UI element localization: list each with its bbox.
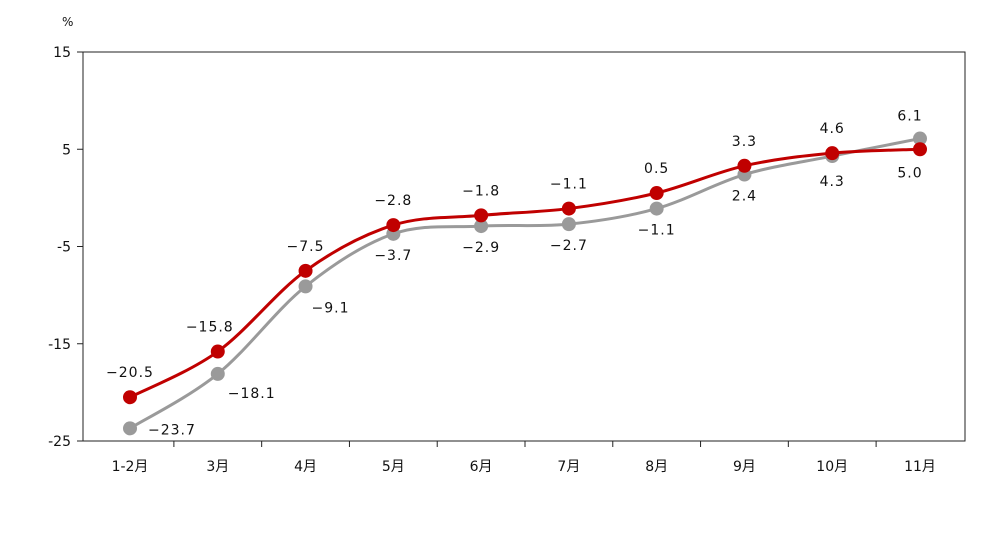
series-2-point xyxy=(123,421,137,436)
x-tick-label: 7月 xyxy=(557,459,580,475)
series-2-data-label: 4.3 xyxy=(820,174,845,190)
series-1-point xyxy=(386,218,401,233)
series-1-data-label: −2.8 xyxy=(374,193,412,209)
series-2-data-label: −9.1 xyxy=(312,300,350,316)
series-layer: −20.5 −23.7 −15.8 −18.1 −7.5 −9.1 −2.8 −3.7 −1.8… xyxy=(106,109,927,438)
series-2-data-label: −2.9 xyxy=(462,240,500,256)
series-1-point xyxy=(649,186,664,201)
series-1-data-label: 4.6 xyxy=(820,121,845,137)
series-1-point xyxy=(298,263,313,278)
series-2-point xyxy=(649,201,664,216)
x-tick-label: 8月 xyxy=(645,459,668,475)
x-tick-label: 4月 xyxy=(294,459,317,475)
series-1-data-label: 0.5 xyxy=(644,161,669,177)
series-2-data-label: −23.7 xyxy=(148,422,196,438)
series-1-data-label: 3.3 xyxy=(732,134,757,150)
x-tick-label: 9月 xyxy=(733,459,756,475)
series-2-data-label: −1.1 xyxy=(638,223,676,239)
series-2-point xyxy=(474,219,489,234)
series-2-point xyxy=(913,131,927,146)
x-tick-label: 1-2月 xyxy=(112,459,149,475)
series-1-point xyxy=(913,142,927,157)
series-1-data-label: −1.8 xyxy=(462,183,500,199)
x-tick-label: 3月 xyxy=(206,459,229,475)
series-1-point xyxy=(825,146,840,161)
series-1-data-label: −20.5 xyxy=(106,365,154,381)
y-axis-unit-label: % xyxy=(62,15,73,29)
series-1-point xyxy=(123,390,137,405)
series-2-data-label: −18.1 xyxy=(228,386,276,402)
series-1-data-label: −15.8 xyxy=(186,320,234,336)
series-2-data-label: −3.7 xyxy=(374,248,412,264)
y-tick-label: -5 xyxy=(57,240,71,256)
series-1-line xyxy=(129,147,921,399)
y-tick-label: 5 xyxy=(62,142,71,158)
series-2-point xyxy=(210,366,225,381)
y-tick-label: 15 xyxy=(53,45,71,61)
series-2-line xyxy=(129,137,921,430)
series-2-point xyxy=(561,217,576,232)
series-1-data-label: −1.1 xyxy=(550,177,588,193)
plot-area-frame xyxy=(82,51,966,442)
series-2-data-label: −2.7 xyxy=(550,238,588,254)
x-tick-label: 5月 xyxy=(382,459,405,475)
series-1-point xyxy=(210,344,225,359)
series-1-data-label: −7.5 xyxy=(287,239,325,255)
y-tick-label: -25 xyxy=(48,434,71,450)
series-1-point xyxy=(561,201,576,216)
series-2-point xyxy=(298,279,313,294)
y-axis-ticks: 15 5 -5 -15 -25 xyxy=(48,45,83,450)
x-tick-label: 11月 xyxy=(904,459,936,475)
x-axis-ticks: 1-2月 3月 4月 5月 6月 7月 8月 9月 10月 11月 xyxy=(112,441,936,475)
x-tick-label: 10月 xyxy=(816,459,848,475)
series-1-data-label: 5.0 xyxy=(897,165,922,181)
y-tick-label: -15 xyxy=(48,337,71,353)
series-1-point xyxy=(474,208,489,223)
series-2-data-label: 6.1 xyxy=(897,109,922,125)
x-tick-label: 6月 xyxy=(470,459,493,475)
series-1-point xyxy=(737,158,752,173)
series-2-data-label: 2.4 xyxy=(732,189,757,205)
